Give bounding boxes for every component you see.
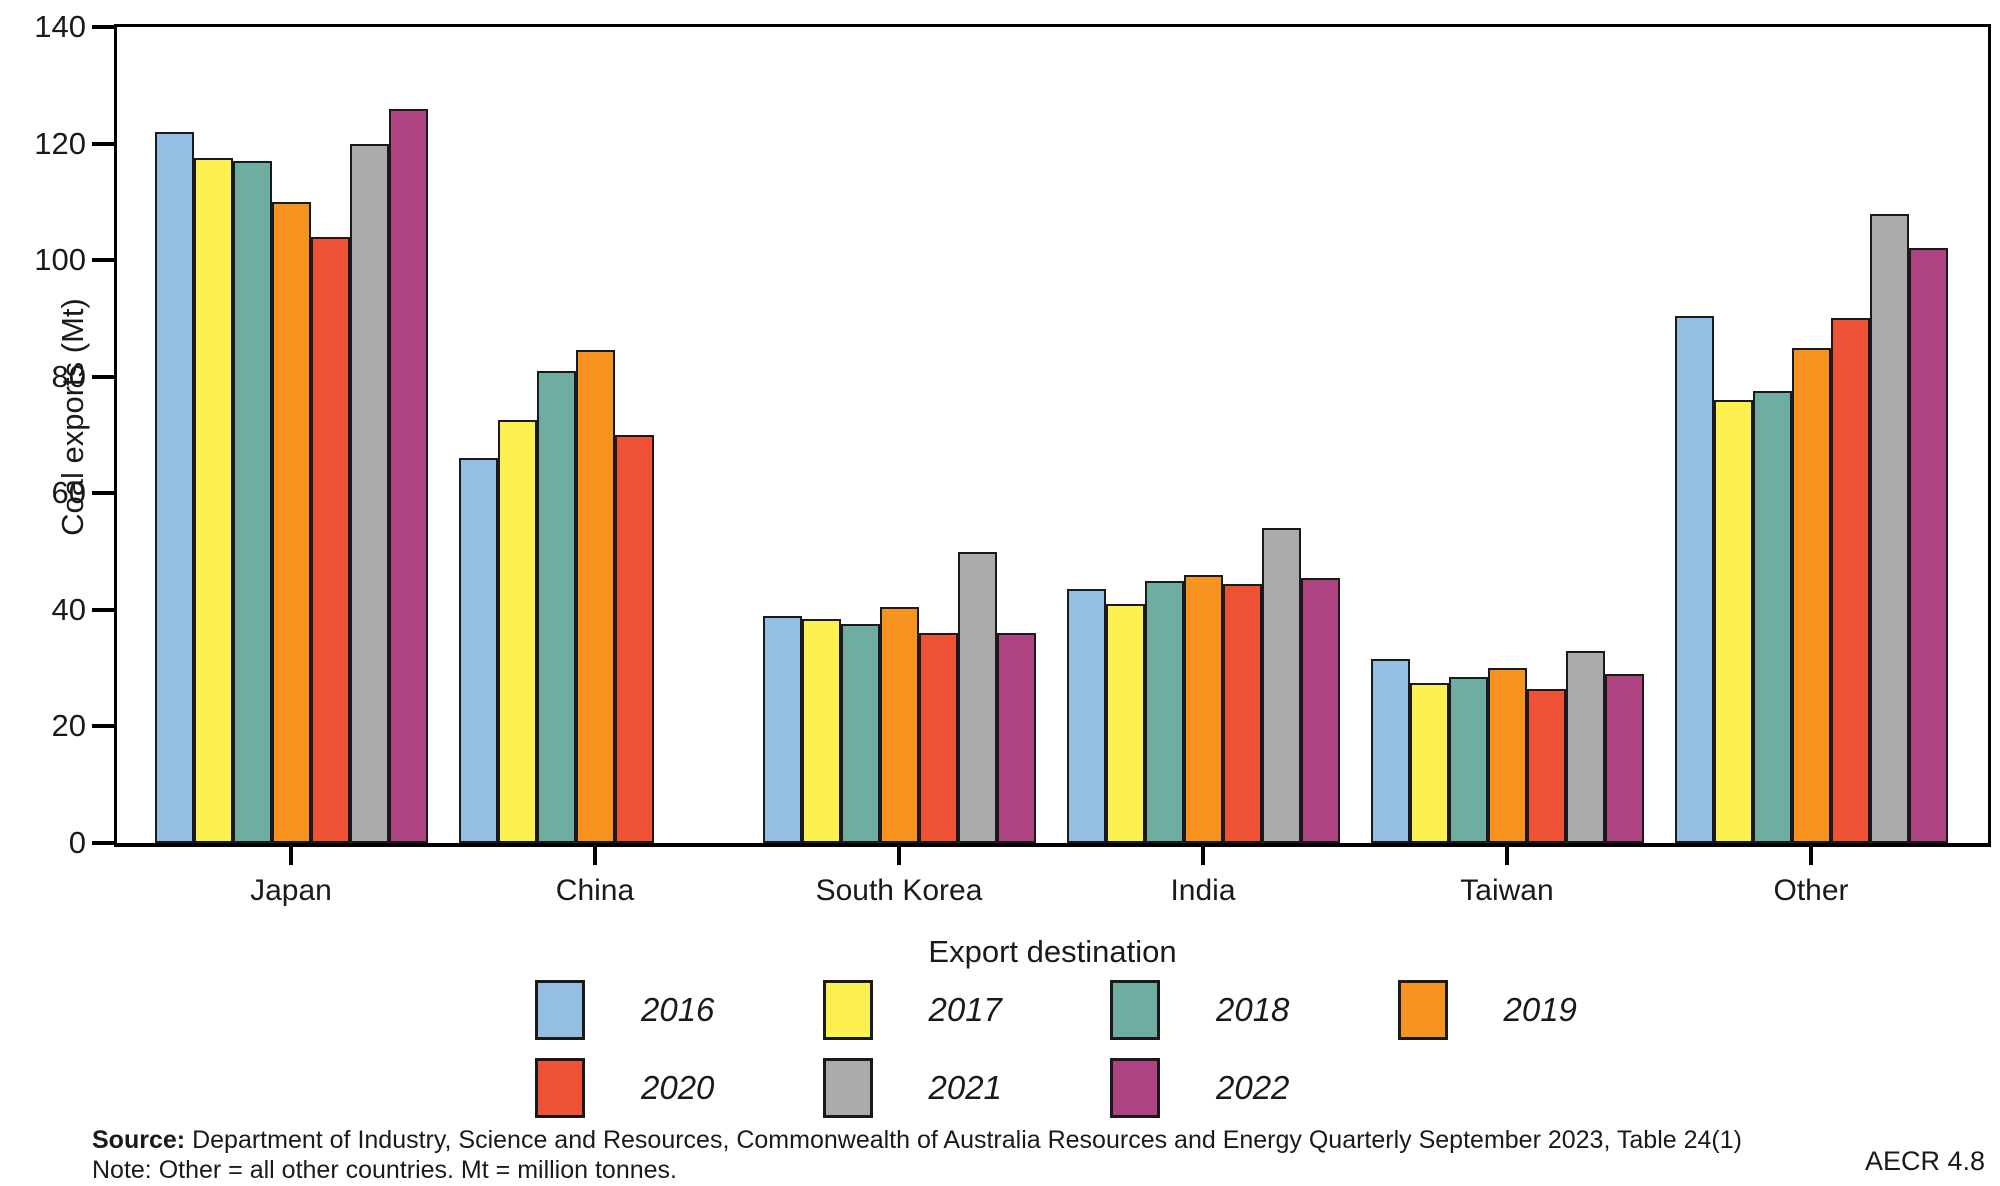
- bar-china-2020: [614, 435, 654, 843]
- y-axis-tick: [92, 724, 114, 729]
- legend-swatch-2018: [1110, 980, 1160, 1040]
- legend-label-2022: 2022: [1216, 1069, 1290, 1106]
- bar-china-2016: [458, 458, 498, 843]
- bar-india-2021: [1261, 528, 1301, 843]
- bar-south-korea-2016: [762, 615, 802, 843]
- bar-taiwan-2021: [1565, 650, 1605, 843]
- note-text: Note: Other = all other countries. Mt = …: [92, 1156, 677, 1184]
- bar-japan-2017: [193, 158, 233, 843]
- legend-swatch-2016: [535, 980, 585, 1040]
- bar-japan-2018: [232, 161, 272, 843]
- bar-taiwan-2019: [1487, 668, 1527, 843]
- legend-item-2017: 2017: [822, 980, 1002, 1040]
- legend-swatch-2022: [1110, 1058, 1160, 1118]
- y-axis-tick-label: 60: [51, 475, 86, 511]
- y-axis-tick-label: 0: [68, 825, 86, 860]
- x-axis-tick: [1201, 847, 1205, 865]
- y-axis-tick-label: 80: [51, 358, 86, 394]
- x-axis-tick-label: South Korea: [815, 874, 983, 907]
- bar-other-2016: [1674, 315, 1714, 843]
- legend-label-2017: 2017: [928, 991, 1002, 1028]
- bar-japan-2022: [388, 108, 428, 843]
- source-label: Source:: [92, 1126, 186, 1154]
- y-axis-tick: [92, 607, 114, 612]
- bar-south-korea-2019: [879, 606, 919, 843]
- y-axis-tick-label: 100: [34, 242, 86, 278]
- legend-item-2019: 2019: [1397, 980, 1577, 1040]
- bar-china-2018: [536, 370, 576, 843]
- x-axis-tick-label: Taiwan: [1460, 874, 1554, 907]
- legend-label-2020: 2020: [641, 1069, 715, 1106]
- legend-label-2021: 2021: [928, 1069, 1002, 1106]
- bar-india-2022: [1300, 577, 1340, 843]
- bar-india-2016: [1066, 589, 1106, 843]
- bar-other-2020: [1830, 318, 1870, 843]
- x-axis-tick-label: Other: [1773, 874, 1849, 907]
- bar-south-korea-2021: [957, 551, 997, 843]
- x-axis-tick-label: India: [1170, 874, 1236, 907]
- legend-swatch-2020: [535, 1058, 585, 1118]
- y-axis-tick: [92, 374, 114, 379]
- bar-taiwan-2016: [1370, 659, 1410, 843]
- bar-other-2022: [1908, 248, 1948, 843]
- y-axis-tick: [92, 25, 114, 29]
- legend-item-2020: 2020: [535, 1058, 714, 1118]
- legend-item-2016: 2016: [535, 980, 714, 1040]
- x-axis-title: Export destination: [928, 934, 1177, 969]
- legend-swatch-2019: [1397, 980, 1448, 1040]
- bar-other-2017: [1713, 400, 1753, 843]
- legend-item-2018: 2018: [1110, 980, 1289, 1040]
- x-axis-tick: [593, 847, 597, 865]
- bar-south-korea-2022: [996, 633, 1036, 843]
- bar-south-korea-2017: [801, 618, 841, 843]
- x-axis-tick: [897, 847, 901, 865]
- x-axis-tick-label: Japan: [250, 874, 332, 907]
- y-axis-tick-label: 140: [34, 9, 86, 44]
- bar-japan-2021: [349, 143, 389, 843]
- x-axis-tick: [1809, 847, 1813, 865]
- bar-south-korea-2018: [840, 624, 880, 843]
- x-axis-tick: [1505, 847, 1509, 865]
- bar-india-2020: [1222, 583, 1262, 843]
- bar-japan-2020: [310, 236, 350, 843]
- y-axis-tick: [92, 841, 114, 845]
- legend-item-2022: 2022: [1110, 1058, 1289, 1118]
- bar-india-2019: [1183, 574, 1223, 843]
- bar-japan-2019: [271, 201, 311, 843]
- bar-japan-2016: [154, 131, 194, 843]
- bar-china-2019: [575, 350, 615, 843]
- legend-item-2021: 2021: [822, 1058, 1002, 1118]
- bar-taiwan-2017: [1409, 682, 1449, 843]
- legend-swatch-2017: [822, 980, 873, 1040]
- y-axis-tick-label: 120: [34, 125, 86, 161]
- y-axis-tick: [92, 491, 114, 496]
- bar-other-2019: [1791, 347, 1831, 843]
- x-axis-tick: [289, 847, 293, 865]
- y-axis-tick-label: 20: [51, 708, 86, 744]
- bar-india-2017: [1105, 604, 1145, 843]
- legend-swatch-2021: [822, 1058, 873, 1118]
- bar-china-2017: [497, 420, 537, 843]
- bar-taiwan-2020: [1526, 688, 1566, 843]
- bar-south-korea-2020: [918, 633, 958, 843]
- legend-label-2018: 2018: [1216, 991, 1290, 1028]
- source-text: Department of Industry, Science and Reso…: [192, 1126, 1742, 1154]
- bar-india-2018: [1144, 580, 1184, 843]
- bar-taiwan-2018: [1448, 676, 1488, 843]
- bar-taiwan-2022: [1604, 673, 1644, 843]
- x-axis-tick-label: China: [555, 874, 635, 907]
- y-axis-tick: [92, 141, 114, 146]
- figure-code-label: AECR 4.8: [1864, 1146, 1985, 1176]
- y-axis-tick-label: 40: [51, 591, 86, 627]
- legend-label-2016: 2016: [641, 991, 715, 1028]
- bar-other-2018: [1752, 391, 1792, 843]
- y-axis-title: Coal exports (Mt): [55, 298, 90, 536]
- legend-label-2019: 2019: [1503, 991, 1577, 1028]
- bar-other-2021: [1869, 213, 1909, 843]
- source-note: Source: Department of Industry, Science a…: [92, 1126, 1742, 1155]
- y-axis-tick: [92, 258, 114, 263]
